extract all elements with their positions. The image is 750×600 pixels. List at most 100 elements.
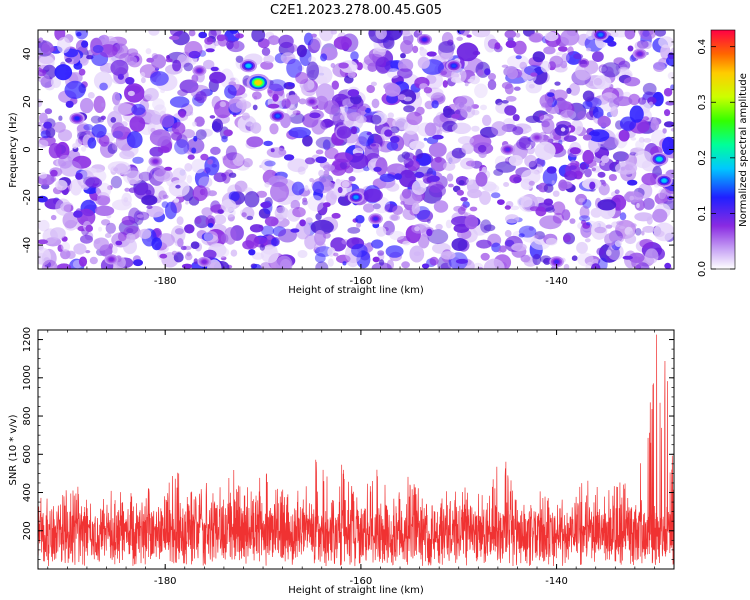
y-tick-label: -40	[22, 237, 33, 253]
heatmap-cell	[513, 176, 522, 183]
heatmap-cell	[430, 156, 447, 172]
heatmap-cell	[55, 198, 71, 216]
heatmap-cell	[292, 207, 306, 218]
heatmap-x-ticks: -180 -160 -140	[47, 30, 675, 287]
heatmap-cell	[191, 74, 199, 83]
heatmap-cell	[291, 181, 305, 196]
heatmap-cell	[642, 116, 649, 121]
heatmap-cell	[194, 216, 202, 224]
heatmap-cell	[577, 252, 594, 267]
heatmap-cell	[307, 195, 325, 212]
heatmap-cell	[423, 87, 433, 94]
heatmap-cell	[481, 166, 488, 174]
heatmap-spot	[81, 40, 89, 48]
heatmap-cell	[604, 233, 617, 246]
heatmap-cell	[560, 30, 580, 46]
heatmap-cell	[389, 213, 401, 222]
heatmap-hotspots	[69, 30, 673, 268]
heatmap-cell	[615, 161, 638, 175]
heatmap-cell	[554, 81, 561, 86]
heatmap-cell	[567, 46, 574, 56]
heatmap-cell	[637, 40, 649, 49]
heatmap-cell	[635, 140, 645, 150]
heatmap-cell	[183, 145, 190, 154]
heatmap-cell	[428, 184, 446, 198]
heatmap-spot	[267, 103, 280, 109]
heatmap-cell	[571, 255, 578, 261]
heatmap-cell	[466, 178, 474, 186]
heatmap-hotspot	[202, 260, 207, 264]
heatmap-cell	[551, 89, 568, 101]
x-tick-label: -160	[350, 576, 373, 587]
heatmap-cell	[200, 153, 209, 161]
heatmap-cell	[642, 41, 652, 49]
heatmap-cell	[50, 214, 57, 221]
heatmap-cell	[241, 212, 247, 218]
heatmap-cell	[631, 256, 643, 269]
heatmap-cell	[261, 47, 271, 56]
heatmap-cell	[68, 72, 83, 84]
heatmap-cell	[72, 143, 78, 149]
heatmap-cell	[578, 58, 590, 68]
heatmap-cell	[605, 224, 613, 229]
heatmap-cell	[213, 40, 220, 47]
heatmap-cell	[193, 258, 198, 265]
heatmap-cell	[310, 219, 334, 235]
heatmap-cell	[563, 263, 570, 269]
heatmap-cell	[586, 221, 591, 226]
heatmap-cell	[641, 230, 645, 236]
heatmap-cell	[538, 113, 545, 120]
heatmap-cell	[251, 263, 262, 269]
heatmap-cell	[401, 188, 412, 199]
heatmap-cell	[563, 135, 577, 143]
heatmap-cell	[41, 259, 58, 269]
heatmap-spot	[187, 154, 195, 160]
heatmap-cell	[320, 53, 328, 62]
heatmap-spot	[455, 258, 468, 264]
heatmap-cell	[436, 129, 443, 136]
heatmap-cell	[150, 54, 167, 69]
heatmap-cell	[203, 231, 218, 243]
heatmap-cell	[110, 175, 122, 189]
heatmap-cell	[234, 180, 248, 193]
heatmap-cell	[336, 126, 352, 139]
heatmap-cell	[203, 59, 215, 70]
heatmap-cell	[542, 134, 549, 141]
heatmap-hotspot	[373, 217, 378, 221]
heatmap-cell	[50, 76, 62, 88]
heatmap-cell	[131, 103, 146, 116]
heatmap-cell	[525, 115, 540, 124]
heatmap-cell	[176, 134, 188, 149]
heatmap-cell	[292, 110, 301, 116]
heatmap-cell	[552, 212, 565, 224]
heatmap-cell	[400, 53, 406, 59]
heatmap-cell	[363, 188, 383, 203]
heatmap-cell	[201, 207, 213, 217]
heatmap-cell	[491, 121, 507, 137]
heatmap-cell	[263, 140, 273, 147]
heatmap-cell	[186, 174, 193, 184]
heatmap-cell	[370, 81, 377, 87]
heatmap-cell	[588, 129, 610, 143]
heatmap-cell	[87, 137, 97, 149]
y-tick-label: 20	[22, 95, 33, 108]
heatmap-cell	[371, 98, 380, 109]
heatmap-cell	[582, 100, 593, 110]
heatmap-cell	[341, 180, 350, 188]
heatmap-cell	[340, 114, 346, 121]
heatmap-cell	[654, 30, 666, 37]
heatmap-cell	[333, 252, 339, 257]
heatmap-cell	[618, 66, 630, 75]
heatmap-field	[38, 30, 674, 269]
heatmap-cell	[123, 170, 144, 185]
heatmap-cell	[658, 36, 674, 48]
heatmap-cell	[616, 220, 624, 225]
heatmap-spot	[181, 263, 193, 269]
heatmap-cell	[124, 187, 130, 192]
heatmap-cell	[633, 150, 653, 169]
heatmap-cell	[438, 41, 456, 53]
figure-title: C2E1.2023.278.00.45.G05	[270, 3, 442, 18]
heatmap-cell	[98, 44, 118, 58]
heatmap-cell	[670, 127, 674, 132]
heatmap-cell	[491, 192, 501, 199]
